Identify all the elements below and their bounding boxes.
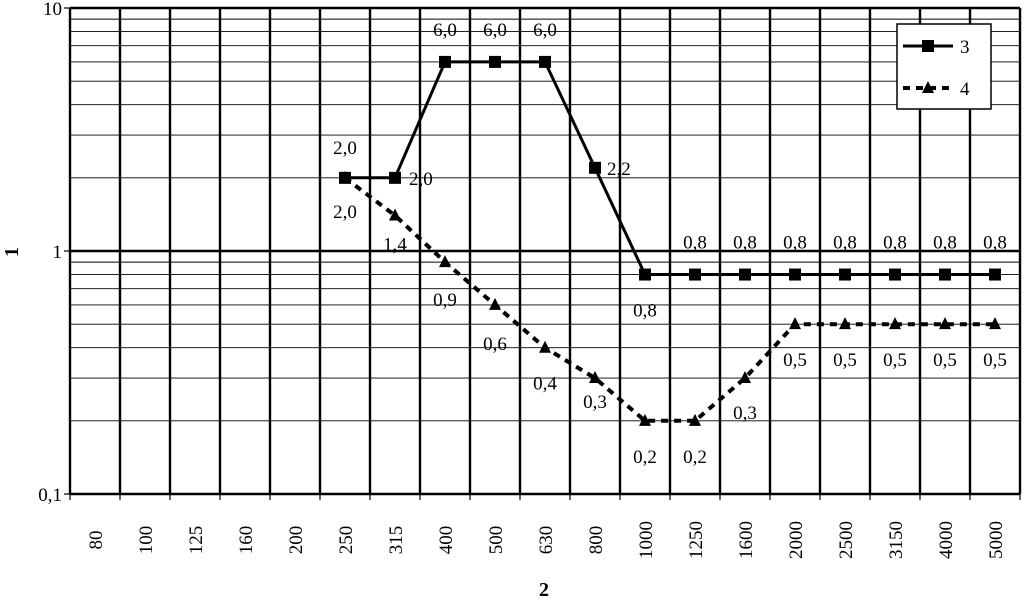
- square-marker: [389, 171, 401, 184]
- x-tick-label: 315: [386, 526, 407, 555]
- legend-box: [896, 23, 992, 110]
- square-marker: [639, 268, 651, 281]
- x-tick-label: 125: [186, 526, 207, 555]
- point-label: 0,8: [783, 233, 807, 254]
- point-label: 0,5: [833, 350, 857, 371]
- triangle-marker: [539, 340, 551, 353]
- point-label: 0,8: [833, 233, 857, 254]
- triangle-marker: [839, 317, 851, 330]
- legend: 34: [896, 23, 992, 110]
- point-label: 2,0: [333, 202, 357, 223]
- series-line: [343, 176, 995, 423]
- triangle-marker: [589, 371, 601, 384]
- point-label: 0,5: [883, 350, 907, 371]
- point-label: 2,0: [333, 138, 357, 159]
- x-tick-label: 800: [586, 526, 607, 555]
- y-tick-label: 1: [53, 242, 63, 263]
- point-label: 0,2: [683, 447, 707, 468]
- point-label: 0,4: [533, 374, 557, 395]
- triangle-marker: [922, 81, 934, 93]
- triangle-marker: [639, 413, 651, 426]
- square-marker: [539, 55, 551, 68]
- square-marker: [889, 268, 901, 281]
- point-label: 6,0: [533, 20, 557, 41]
- square-marker: [939, 268, 951, 281]
- square-marker: [839, 268, 851, 281]
- triangle-marker: [739, 371, 751, 384]
- point-label: 6,0: [483, 20, 507, 41]
- square-marker: [439, 55, 451, 68]
- point-label: 0,8: [933, 233, 957, 254]
- point-label: 0,8: [633, 301, 657, 322]
- triangle-marker: [339, 170, 351, 183]
- triangle-marker: [989, 317, 1001, 330]
- triangle-marker: [889, 317, 901, 330]
- square-marker: [739, 268, 751, 281]
- triangle-marker: [789, 317, 801, 330]
- grid: [68, 6, 1022, 500]
- square-marker: [989, 268, 1001, 281]
- legend-label: 3: [960, 37, 970, 58]
- point-label: 0,9: [433, 290, 457, 311]
- x-tick-label: 80: [86, 531, 107, 550]
- point-label: 0,2: [633, 447, 657, 468]
- square-marker: [789, 268, 801, 281]
- point-label: 0,5: [933, 350, 957, 371]
- x-tick-label: 3150: [886, 521, 907, 559]
- square-marker: [589, 161, 601, 174]
- square-marker: [489, 55, 501, 68]
- point-label: 0,8: [733, 233, 757, 254]
- point-label: 0,3: [733, 403, 757, 424]
- square-marker: [922, 40, 934, 52]
- y-tick-label: 0,1: [38, 485, 62, 506]
- x-tick-label: 5000: [986, 521, 1007, 559]
- point-label: 0,8: [883, 233, 907, 254]
- x-tick-label: 630: [536, 526, 557, 555]
- legend-label: 4: [960, 79, 970, 100]
- x-tick-label: 2500: [836, 521, 857, 559]
- triangle-marker: [939, 317, 951, 330]
- y-axis-title: 1: [1, 247, 23, 257]
- x-tick-label: 250: [336, 526, 357, 555]
- x-tick-label: 1000: [636, 521, 657, 559]
- series-line: [345, 60, 995, 276]
- point-label: 0,8: [983, 233, 1007, 254]
- point-label: 2,2: [607, 159, 631, 180]
- x-tick-label: 4000: [936, 521, 957, 559]
- point-label: 0,6: [483, 334, 507, 355]
- triangle-marker: [439, 255, 451, 268]
- series-3: [339, 55, 1001, 281]
- triangle-marker: [489, 297, 501, 310]
- x-tick-label: 2000: [786, 521, 807, 559]
- series-layer: [339, 55, 1001, 426]
- triangle-marker: [689, 413, 701, 426]
- triangle-marker: [389, 208, 401, 221]
- x-tick-label: 400: [436, 526, 457, 555]
- y-tick-label: 10: [43, 0, 62, 20]
- point-label: 0,5: [983, 350, 1007, 371]
- point-labels: 2,0 2,0 6,0 6,0 6,0 2,2 0,8 0,8 0,8 0,8 0,8 0,8 0,8 0…: [333, 20, 1007, 468]
- x-tick-label: 100: [136, 526, 157, 555]
- x-axis-ticks: 80 100 125 160 200 250 315 400 500 630 800 1000 1250…: [86, 521, 1007, 559]
- point-label: 0,5: [783, 350, 807, 371]
- y-axis-ticks: 0,1 1 10: [38, 0, 70, 506]
- series-4: [339, 170, 1001, 426]
- point-label: 1,4: [383, 234, 407, 255]
- point-label: 0,3: [583, 392, 607, 413]
- point-label: 6,0: [433, 20, 457, 41]
- x-tick-label: 500: [486, 526, 507, 555]
- point-label: 0,8: [683, 233, 707, 254]
- x-axis-title: 2: [539, 579, 549, 601]
- x-tick-label: 1250: [686, 521, 707, 559]
- point-label: 2,0: [409, 169, 433, 190]
- x-tick-label: 1600: [736, 521, 757, 559]
- x-tick-label: 160: [236, 526, 257, 555]
- x-tick-label: 200: [286, 526, 307, 555]
- square-marker: [689, 268, 701, 281]
